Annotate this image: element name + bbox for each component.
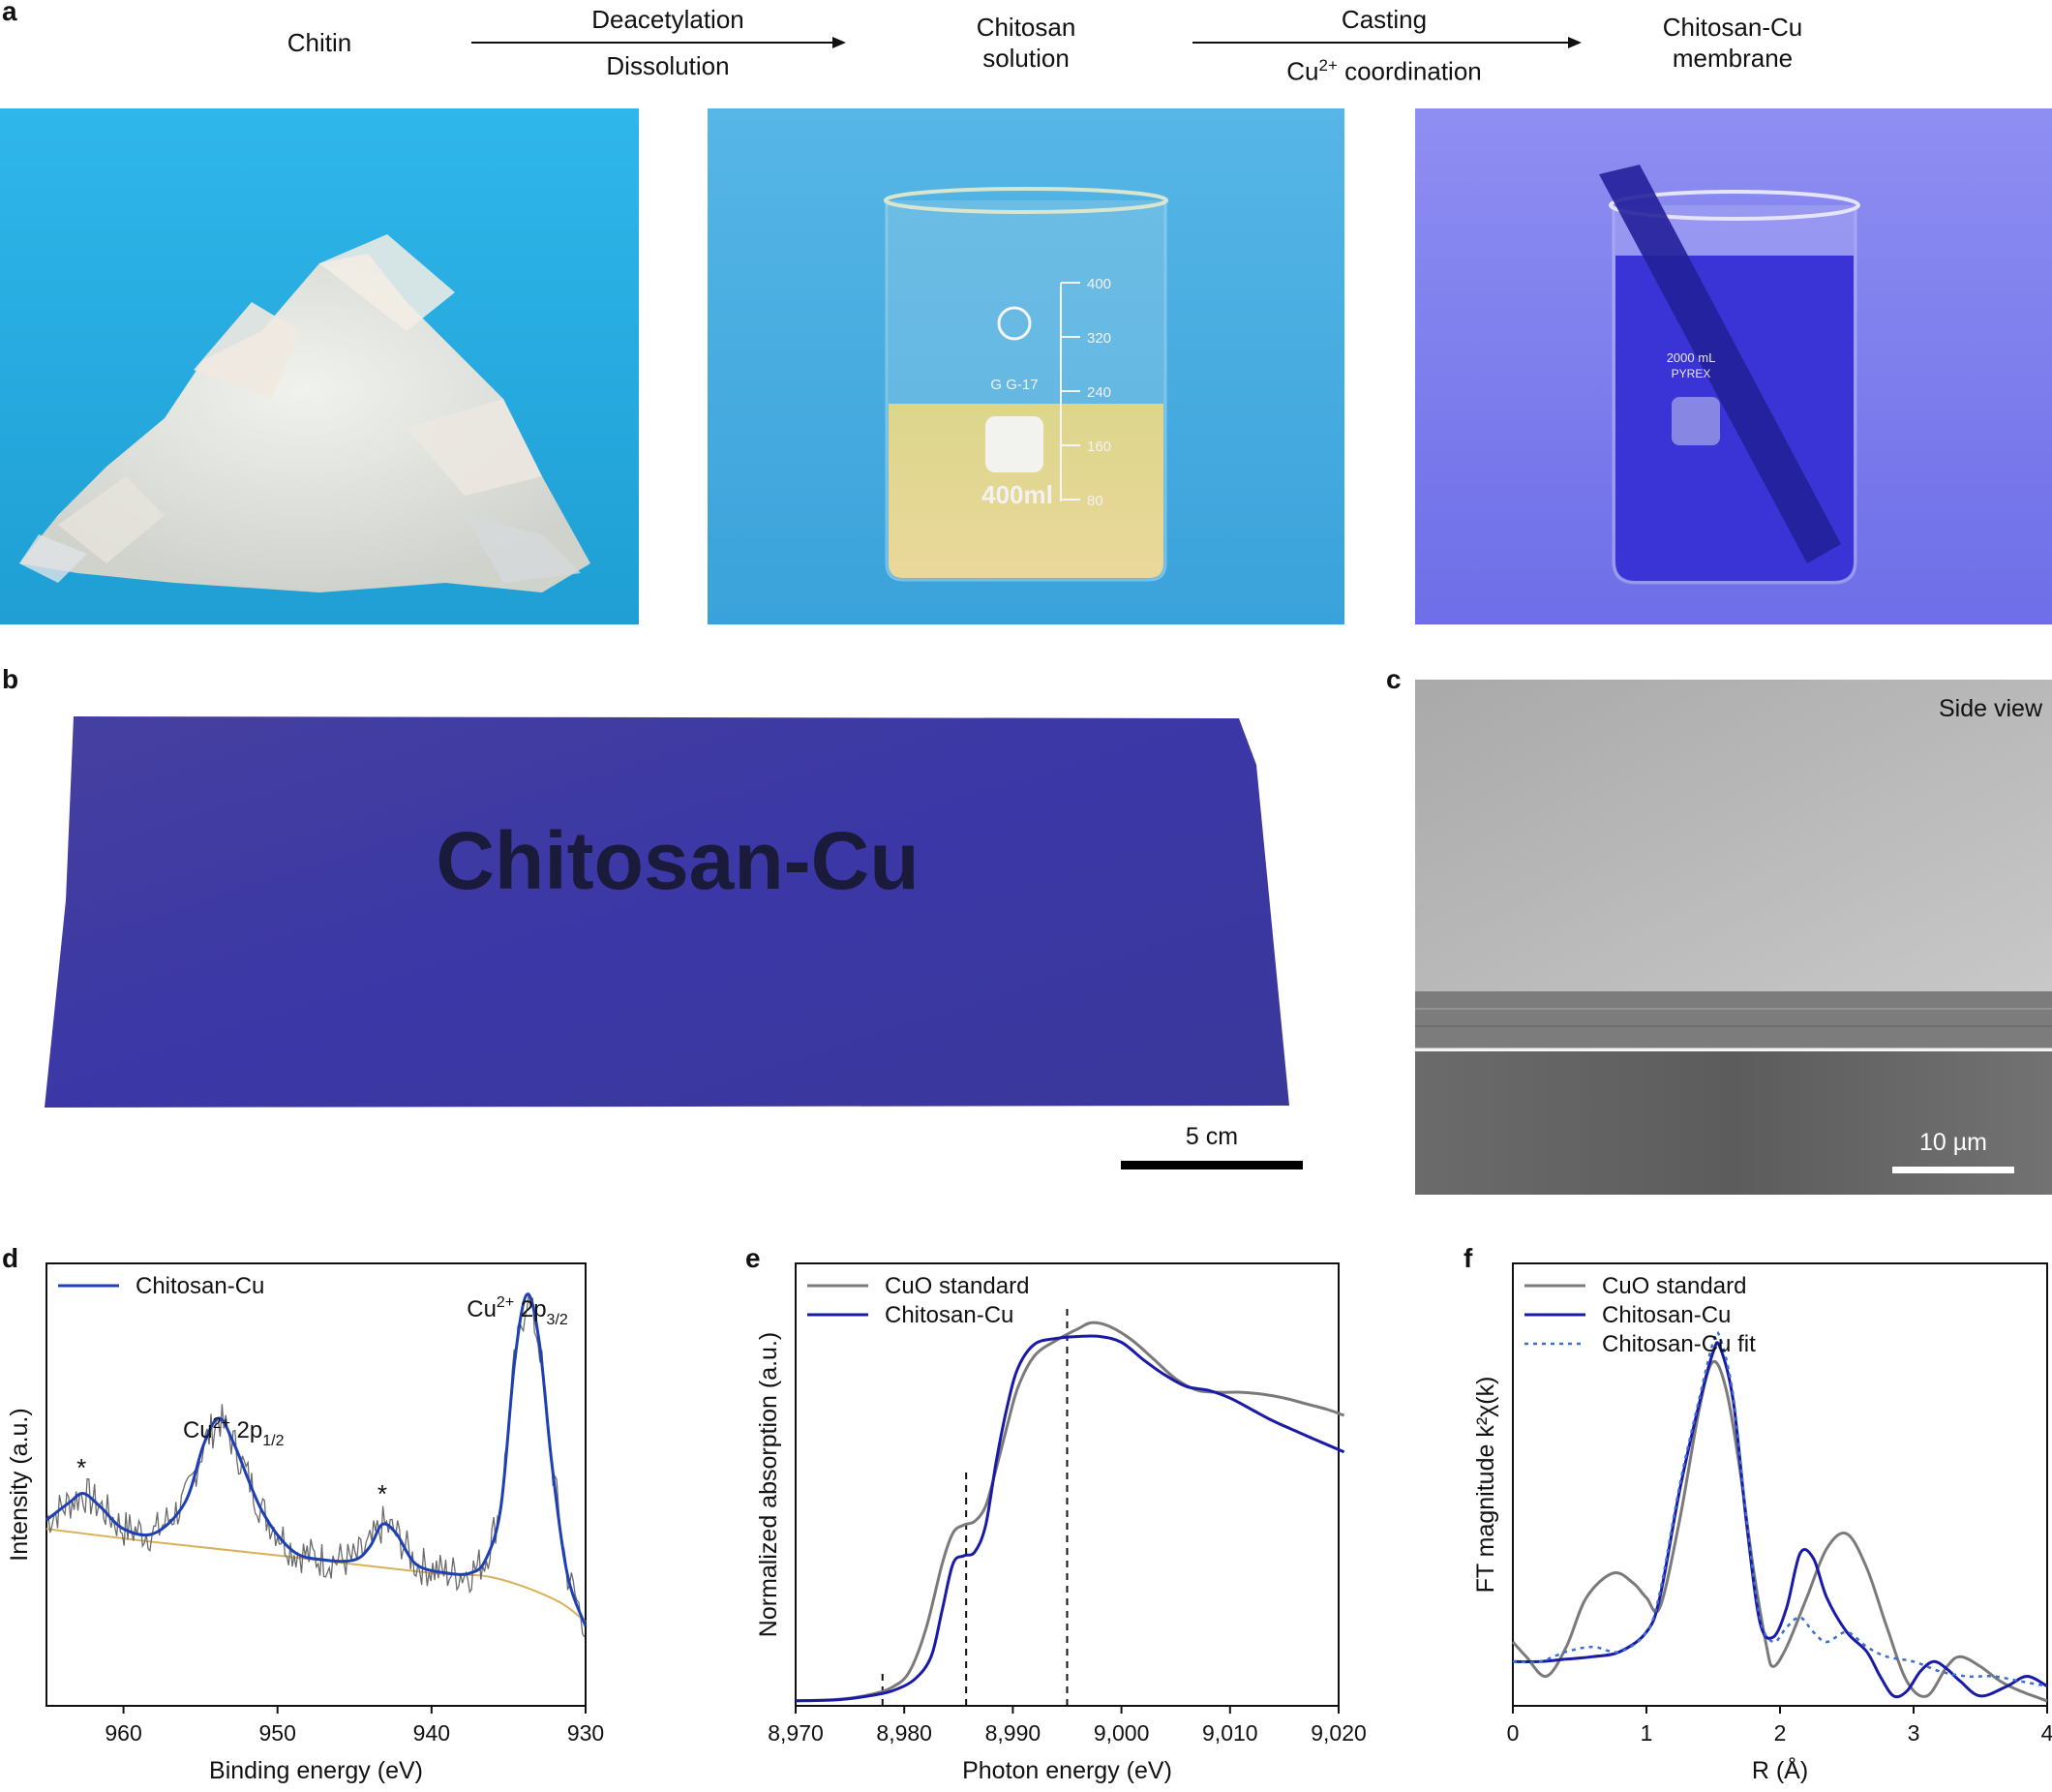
chart-d-xlabel: Binding energy (eV) <box>209 1757 423 1784</box>
beaker-mark-400: 400 <box>1087 276 1111 292</box>
pyrex-volume: 2000 mL <box>1667 350 1716 365</box>
scale-bar-c <box>1892 1167 2014 1173</box>
flow-step-membrane-line2: membrane <box>1672 44 1794 73</box>
chart-f-xtick-label: 4 <box>2041 1720 2052 1746</box>
panel-label-a: a <box>2 0 17 26</box>
chart-d-xtick-label: 950 <box>259 1720 296 1746</box>
flow-arrow1-top-label: Deacetylation <box>591 5 744 34</box>
chart-e-legend-label: CuO standard <box>885 1273 1029 1299</box>
chart-f-xtick-label: 1 <box>1641 1720 1653 1746</box>
cu-text: Cu <box>1286 56 1319 86</box>
chart-d-raw-data <box>45 1292 586 1638</box>
flow-arrow1-bottom-label: Dissolution <box>606 51 730 80</box>
beaker-mark-160: 160 <box>1087 439 1111 455</box>
chart-f-legend-label: Chitosan-Cu fit <box>1602 1331 1756 1357</box>
flow-step-chitosan-line2: solution <box>982 44 1070 73</box>
chitosan-solution-photo: G G-17 400ml 400 320 240 160 80 <box>708 108 1344 624</box>
chart-e-xtick-label: 8,980 <box>876 1720 932 1746</box>
chart-e-xtick-label: 9,000 <box>1094 1720 1150 1746</box>
beaker-mark-320: 320 <box>1087 330 1111 347</box>
chart-d-series-chitosan-cu <box>45 1292 588 1627</box>
flow-step-membrane-line1: Chitosan-Cu <box>1662 13 1803 42</box>
chart-f-series-cuo-standard <box>1511 1359 2048 1703</box>
beaker-label-patch <box>985 416 1043 472</box>
chart-d-xps: 960 950 940 930 Binding energy (eV) Intensity… <box>6 1262 604 1784</box>
chart-e-xanes: 8,970 8,980 8,990 9,000 9,010 9,020 Photon ene… <box>755 1262 1367 1784</box>
chart-d-xtick-label: 960 <box>105 1720 141 1746</box>
flow-arrows <box>471 37 1582 48</box>
panel-label-f: f <box>1464 1243 1473 1273</box>
panel-label-b: b <box>2 664 19 694</box>
membrane-sheet-photo: Chitosan-Cu <box>45 716 1289 1108</box>
chart-f-legend-label: Chitosan-Cu <box>1602 1302 1731 1328</box>
beaker-mark-80: 80 <box>1087 493 1103 509</box>
beaker-volume: 400ml <box>981 480 1053 509</box>
chart-f-series-chitosan-cu <box>1512 1341 2048 1699</box>
chitin-photo <box>0 108 639 624</box>
flow-arrow2-top-label: Casting <box>1341 5 1428 34</box>
chart-d-satellite-star: * <box>76 1453 86 1482</box>
chart-d-frame <box>45 1262 587 1707</box>
chart-d-satellite-star: * <box>377 1479 387 1508</box>
flow-arrowhead-1 <box>832 37 846 48</box>
chart-e-xtick-label: 8,970 <box>768 1720 824 1746</box>
chitin-flake-pile <box>19 234 590 592</box>
membrane-sheet <box>45 716 1289 1108</box>
chart-d-annotation-2p3-2: Cu2+ 2p3/2 <box>467 1294 568 1328</box>
cu-charge-sup: 2+ <box>1318 56 1338 75</box>
chart-d-xtick-label: 930 <box>567 1720 604 1746</box>
rolled-membrane <box>1599 165 1841 563</box>
chart-d-ylabel: Intensity (a.u.) <box>6 1408 33 1561</box>
chart-f-xtick-label: 3 <box>1908 1720 1920 1746</box>
glass-beaker <box>884 187 1168 582</box>
panel-label-c: c <box>1386 664 1402 694</box>
chart-f-xlabel: R (Å) <box>1752 1755 1808 1784</box>
chart-d-legend-label: Chitosan-Cu <box>136 1273 264 1299</box>
scale-bar-c-label: 10 µm <box>1919 1129 1987 1156</box>
chart-e-xtick-label: 8,990 <box>985 1720 1041 1746</box>
flow-step-chitin: Chitin <box>287 28 352 57</box>
beaker-logo-icon <box>997 306 1032 341</box>
coordination-text: coordination <box>1337 56 1482 86</box>
scale-bar-b-label: 5 cm <box>1185 1123 1239 1150</box>
chart-e-series-chitosan-cu <box>795 1334 1345 1703</box>
sem-surface <box>1415 680 2052 991</box>
flow-arrowhead-2 <box>1568 37 1582 48</box>
chart-e-legend-label: Chitosan-Cu <box>885 1302 1013 1328</box>
panel-label-d: d <box>2 1243 19 1273</box>
chart-f-series-chitosan-cu-fit <box>1512 1330 2048 1687</box>
beaker-marks: 400 320 240 160 80 <box>1061 276 1111 509</box>
flow-step-membrane: Chitosan-Cu membrane <box>1636 12 1829 74</box>
membrane-printed-text: Chitosan-Cu <box>436 815 919 906</box>
flow-step-chitosan-line1: Chitosan <box>976 13 1076 42</box>
panel-label-e: e <box>745 1243 761 1273</box>
chart-e-xtick-label: 9,020 <box>1311 1720 1367 1746</box>
chart-e-xlabel: Photon energy (eV) <box>962 1757 1172 1784</box>
sem-side-view-image: Side view 10 µm <box>1415 680 2052 1195</box>
chart-f-frame <box>1512 1262 2048 1707</box>
chart-e-series-cuo-standard <box>795 1321 1345 1703</box>
chart-f-xtick-label: 2 <box>1774 1720 1787 1746</box>
chart-e-ylabel: Normalized absorption (a.u.) <box>755 1332 782 1637</box>
chitosan-cu-membrane-photo: 2000 mL PYREX <box>1415 108 2052 624</box>
pyrex-brand: PYREX <box>1672 367 1711 380</box>
chart-f-legend-label: CuO standard <box>1602 1273 1746 1299</box>
sem-side-view-label: Side view <box>1939 695 2043 722</box>
chart-e-xtick-label: 9,010 <box>1202 1720 1258 1746</box>
flow-arrow2-bottom-label: Cu2+ coordination <box>1191 50 1578 87</box>
flow-step-chitosan-solution: Chitosan solution <box>929 12 1123 74</box>
beaker-brand: G G-17 <box>990 377 1038 393</box>
chart-f-exafs: 0 1 2 3 4 R (Å) FT magnitude k²χ(k) CuO standar… <box>1472 1262 2052 1784</box>
beaker-mark-240: 240 <box>1087 384 1111 401</box>
chart-f-ylabel: FT magnitude k²χ(k) <box>1472 1377 1499 1594</box>
chart-f-xtick-label: 0 <box>1507 1720 1520 1746</box>
chart-d-xtick-label: 940 <box>413 1720 450 1746</box>
scale-bar-b <box>1121 1161 1303 1169</box>
pyrex-label-patch <box>1672 397 1720 445</box>
chart-d-background-baseline <box>45 1528 587 1624</box>
sem-membrane-cross-section <box>1415 991 2052 1049</box>
chart-d-annotation-2p1-2: Cu2+ 2p1/2 <box>183 1415 285 1449</box>
